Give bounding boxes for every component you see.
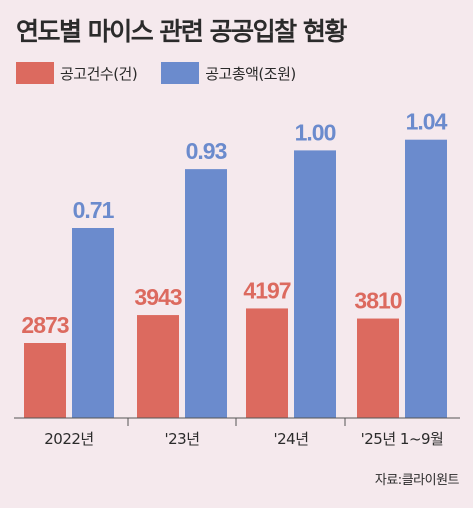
bar-count-1 bbox=[137, 315, 179, 418]
data-label-count-2: 4197 bbox=[243, 277, 290, 303]
bar-count-3 bbox=[357, 318, 399, 418]
bar-count-0 bbox=[24, 343, 66, 418]
data-label-count-1: 3943 bbox=[134, 284, 181, 310]
legend-label-count: 공고건수(건) bbox=[60, 64, 138, 83]
chart-legend: 공고건수(건) 공고총액(조원) bbox=[16, 60, 320, 86]
bar-amount-2 bbox=[294, 150, 336, 419]
data-label-amount-1: 0.93 bbox=[186, 138, 227, 164]
x-tick-label-1: '23년 bbox=[164, 430, 199, 448]
bar-amount-1 bbox=[185, 169, 227, 418]
data-label-count-0: 2873 bbox=[21, 312, 68, 338]
data-label-amount-0: 0.71 bbox=[73, 197, 115, 223]
bar-count-2 bbox=[246, 308, 288, 418]
bar-amount-3 bbox=[405, 139, 447, 419]
x-tick-label-2: '24년 bbox=[273, 430, 308, 448]
legend-swatch-amount bbox=[161, 62, 200, 84]
chart-title: 연도별 마이스 관련 공공입찰 현황 bbox=[16, 17, 347, 46]
legend-label-amount: 공고총액(조원) bbox=[205, 64, 296, 83]
x-tick-label-3: '25년 1~9월 bbox=[361, 430, 444, 448]
legend-item-count: 공고건수(건) bbox=[16, 62, 138, 84]
source-note: 자료:클라이원트 bbox=[374, 473, 460, 488]
x-tick-label-0: 2022년 bbox=[44, 430, 93, 448]
legend-item-amount: 공고총액(조원) bbox=[161, 62, 296, 84]
data-label-count-3: 3810 bbox=[354, 288, 401, 314]
legend-swatch-count bbox=[16, 62, 54, 84]
data-label-amount-3: 1.04 bbox=[406, 109, 448, 135]
bar-amount-0 bbox=[72, 228, 114, 418]
data-label-amount-2: 1.00 bbox=[295, 119, 336, 145]
